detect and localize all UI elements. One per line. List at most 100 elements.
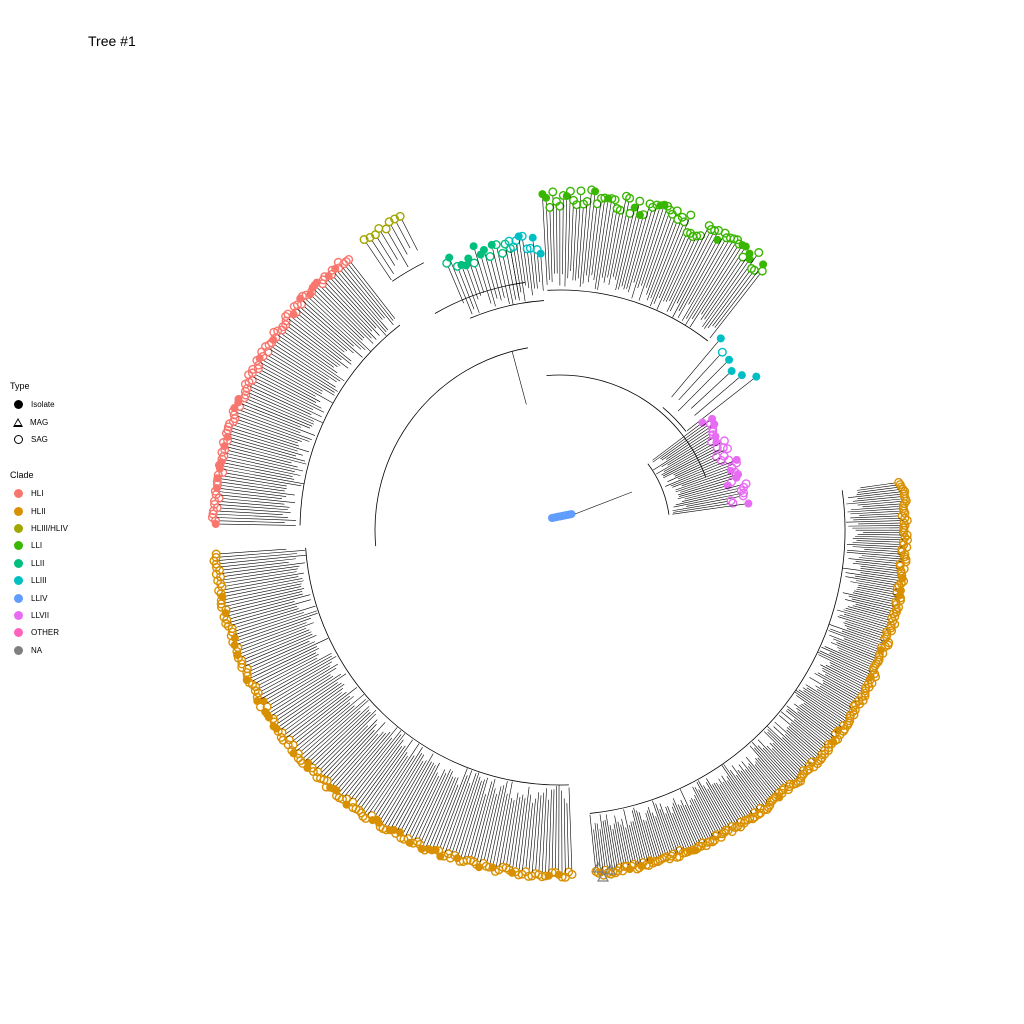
tree-branch	[672, 798, 694, 847]
tree-branch	[219, 520, 285, 523]
tip-marker	[712, 443, 722, 453]
tree-branch	[229, 599, 311, 623]
tip-marker	[545, 202, 555, 212]
tree-branch	[824, 646, 871, 667]
tip-marker	[733, 235, 743, 245]
tree-branch	[467, 269, 479, 300]
tip-marker	[341, 257, 351, 267]
tree-branch	[263, 665, 331, 706]
clade-color-swatch	[14, 593, 23, 603]
tree-branch	[782, 737, 812, 765]
tree-branch	[284, 692, 342, 736]
legend-label: MAG	[30, 417, 49, 427]
tree-branch	[677, 362, 727, 412]
tree-branch	[382, 754, 425, 824]
tree-branch	[861, 555, 903, 560]
tree-branch	[698, 789, 721, 831]
tree-branch	[665, 461, 726, 487]
tree-branch	[503, 257, 514, 305]
tree-branch	[218, 501, 290, 508]
tree-branch	[255, 652, 317, 684]
tree-branch	[515, 798, 526, 868]
tree-branch	[338, 731, 391, 793]
tree-branch	[858, 557, 903, 562]
tip-marker	[469, 258, 479, 268]
tree-branch	[570, 204, 574, 272]
tree-branch	[686, 242, 733, 319]
tree-branch	[830, 664, 865, 683]
tree-branch	[341, 270, 383, 320]
tree-branch	[221, 485, 295, 496]
tip-marker	[745, 249, 754, 258]
tree-branch	[436, 768, 468, 847]
legend-item-isolate: Isolate	[10, 396, 55, 413]
tree-branch	[483, 786, 502, 860]
tip-marker	[727, 367, 736, 376]
tip-marker	[738, 491, 748, 501]
tip-marker	[708, 837, 718, 847]
tree-branch	[250, 389, 324, 424]
tree-arc	[299, 324, 401, 526]
tree-branch	[256, 370, 317, 403]
tree-branch	[860, 482, 895, 489]
tree-branch	[618, 204, 640, 290]
tree-branch	[718, 778, 744, 818]
tree-branch	[680, 800, 700, 843]
tree-branch	[537, 253, 541, 282]
tip-marker	[736, 822, 746, 832]
tree-branch	[568, 787, 573, 871]
tree-branch	[678, 482, 728, 497]
tree-branch	[262, 360, 322, 395]
tree-branch	[224, 571, 297, 584]
tree-branch	[744, 769, 769, 799]
tree-branch	[806, 687, 848, 714]
tree-branch	[260, 656, 337, 700]
tree-branch	[677, 804, 696, 846]
tree-branch	[672, 464, 733, 488]
tree-branch	[854, 590, 897, 600]
tree-branch	[245, 633, 313, 663]
tree-branch	[767, 729, 807, 767]
tree-branch	[593, 201, 605, 281]
tree-branch	[247, 399, 313, 427]
tree-branch	[235, 608, 299, 628]
tree-branch	[563, 798, 566, 874]
legend-item-clade: LLIII	[10, 572, 68, 589]
tree-branch	[712, 273, 753, 327]
tree-branch	[272, 675, 334, 716]
tree-branch	[767, 726, 807, 764]
tree-branch	[250, 638, 329, 675]
tree-branch	[684, 804, 702, 840]
tip-marker	[548, 187, 558, 197]
tree-branch	[665, 239, 696, 302]
tree-branch	[492, 248, 505, 298]
tree-branch	[673, 450, 725, 476]
tree-branch	[220, 554, 307, 564]
tree-branch	[249, 396, 314, 425]
tree-branch	[757, 739, 796, 780]
tip-marker	[724, 455, 734, 465]
tree-branch	[530, 252, 535, 289]
tree-branch	[512, 794, 524, 869]
tree-branch	[736, 774, 759, 806]
tree-branch	[288, 326, 341, 366]
tip-marker	[374, 223, 384, 233]
tree-branch	[268, 348, 338, 392]
tree-branch	[614, 815, 624, 863]
tree-branch	[858, 584, 894, 592]
tree-branch	[527, 252, 533, 296]
tip-marker	[720, 228, 730, 238]
tree-branch	[677, 478, 733, 496]
tree-branch	[329, 729, 375, 779]
tree-branch	[691, 247, 738, 320]
tree-branch	[636, 810, 650, 857]
tip-marker	[737, 371, 746, 380]
tree-branch	[220, 488, 287, 497]
tree-branch	[380, 753, 423, 820]
tree-branch	[748, 763, 774, 794]
tip-marker	[450, 850, 460, 860]
legend-label: SAG	[31, 434, 48, 444]
tree-branch	[755, 761, 780, 791]
tree-arc	[374, 347, 528, 547]
